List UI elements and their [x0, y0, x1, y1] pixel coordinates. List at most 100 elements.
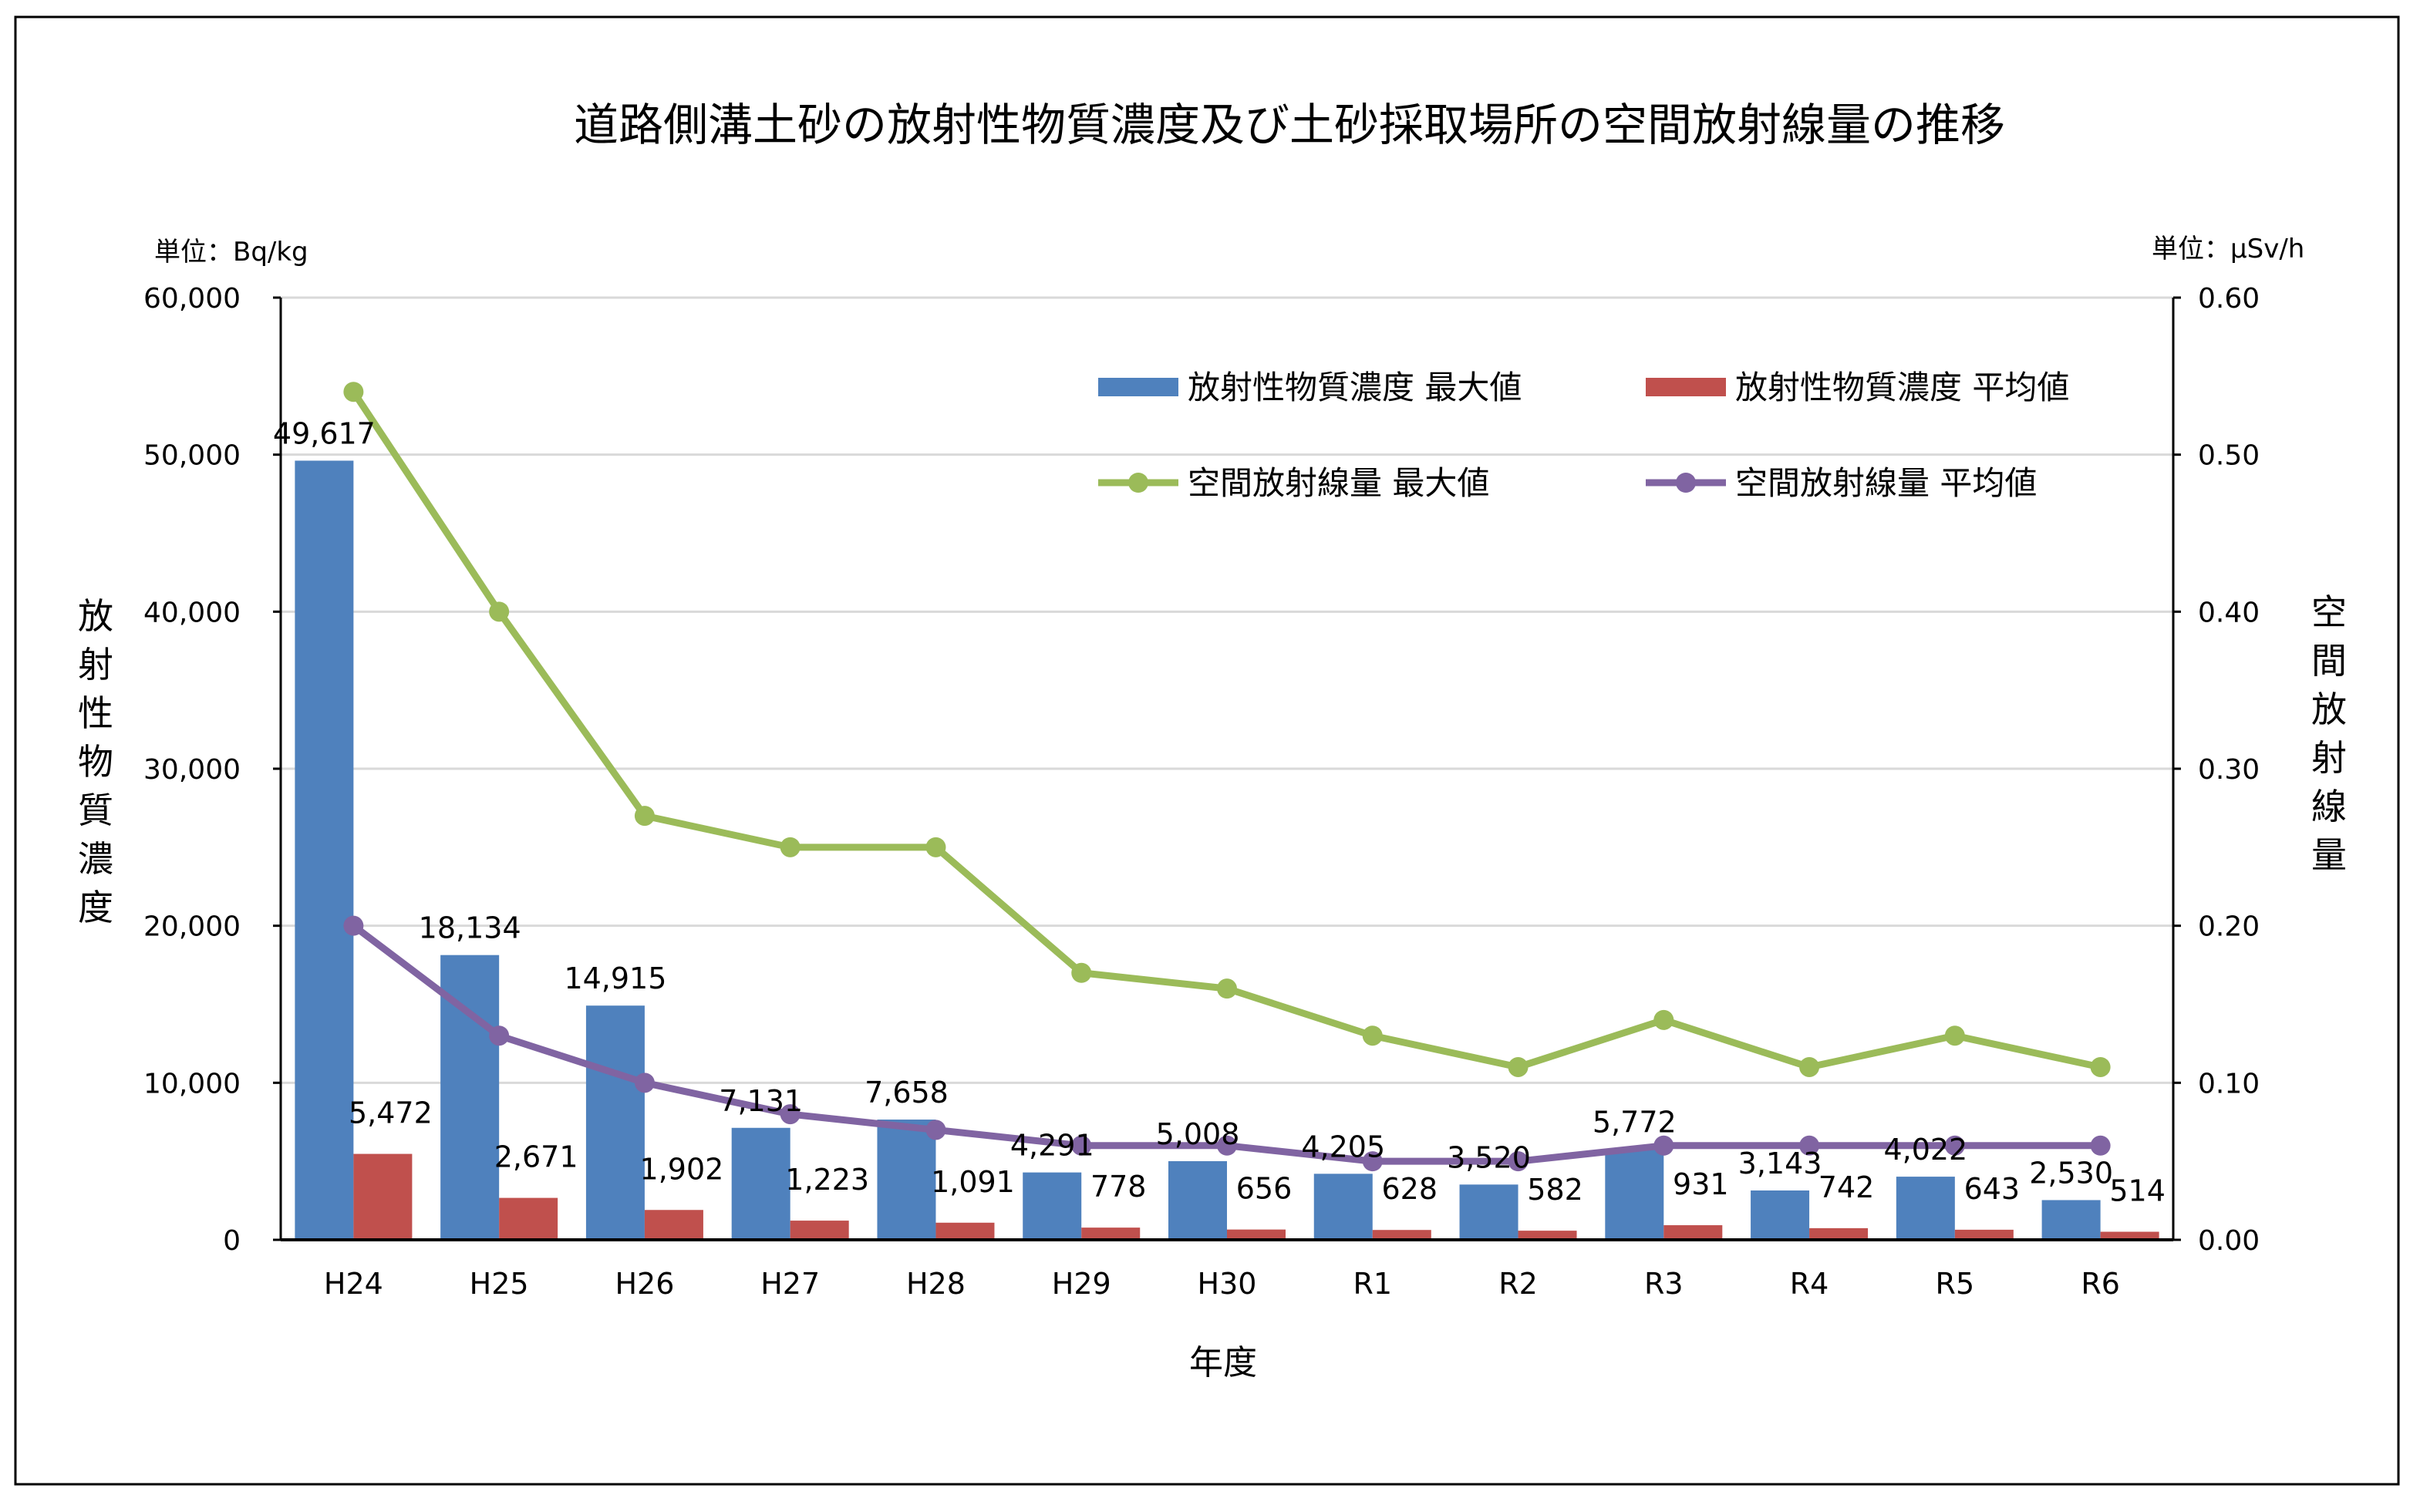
x-tick-label: H27	[760, 1267, 820, 1301]
point-dose-avg	[1944, 1135, 1965, 1156]
bar-max	[585, 1005, 645, 1240]
data-label-max: 3,143	[1738, 1147, 1822, 1180]
bar-avg	[1809, 1227, 1869, 1240]
point-dose-avg	[1362, 1151, 1383, 1172]
point-dose-avg	[1508, 1151, 1529, 1172]
y-axis-label-left-char: 放	[78, 595, 113, 637]
y-tick-label-right: 0.10	[2198, 1068, 2260, 1099]
bar-avg	[499, 1197, 558, 1240]
y-axis-label-left-char: 質	[78, 790, 113, 831]
y-axis-label-left-char: 射	[78, 644, 113, 685]
point-dose-max	[1799, 1056, 1820, 1077]
y-axis-label-right: 空間放射線量	[2311, 591, 2347, 876]
data-label-max: 5,008	[1156, 1117, 1240, 1151]
bar-avg	[935, 1222, 995, 1240]
data-label-avg: 778	[1090, 1170, 1147, 1204]
point-dose-max	[1508, 1056, 1529, 1077]
y-axis-label-left-char: 度	[78, 887, 113, 928]
y-tick-label-right: 0.20	[2198, 911, 2260, 943]
point-dose-max	[1362, 1025, 1383, 1046]
point-dose-max	[1653, 1009, 1674, 1030]
data-label-max: 14,915	[564, 961, 666, 995]
x-tick-label: H24	[324, 1267, 383, 1301]
y-tick-label-right: 0.00	[2198, 1225, 2260, 1257]
bar-max	[731, 1127, 790, 1240]
bar-avg	[1663, 1225, 1723, 1240]
point-dose-max	[634, 806, 655, 827]
data-label-avg: 582	[1527, 1173, 1583, 1207]
unit-right: 単位：μSv/h	[2152, 234, 2304, 264]
data-label-avg: 2,671	[494, 1140, 578, 1174]
bar-max	[1896, 1177, 1955, 1240]
x-tick-label: R4	[1790, 1267, 1829, 1301]
y-tick-label-left: 10,000	[143, 1068, 241, 1099]
bar-max	[1023, 1172, 1082, 1240]
bar-max	[877, 1120, 936, 1240]
y-axis-label-right-char: 線	[2311, 786, 2347, 827]
bar-avg	[644, 1210, 703, 1240]
data-label-max: 7,658	[865, 1076, 949, 1110]
y-tick-label-right: 0.40	[2198, 597, 2260, 628]
y-axis-label-left-char: 性	[78, 692, 113, 734]
point-dose-max	[343, 382, 364, 402]
point-dose-max	[2090, 1056, 2111, 1077]
data-label-avg: 742	[1818, 1170, 1875, 1204]
point-dose-max	[780, 837, 801, 857]
data-label-max: 4,205	[1301, 1130, 1385, 1163]
point-dose-avg	[1799, 1135, 1820, 1156]
bar-max	[2041, 1200, 2101, 1240]
data-label-max: 4,291	[1010, 1129, 1094, 1163]
point-dose-max	[1944, 1025, 1965, 1046]
x-tick-label: R1	[1353, 1267, 1392, 1301]
y-axis-label-left-char: 物	[78, 741, 113, 783]
data-label-avg: 628	[1382, 1172, 1438, 1206]
bar-avg	[353, 1153, 413, 1240]
legend-label: 放射性物質濃度 最大値	[1188, 369, 1522, 406]
y-tick-label-left: 40,000	[143, 597, 241, 628]
bar-max	[1168, 1161, 1227, 1240]
y-tick-label-left: 0	[223, 1225, 241, 1257]
legend-label: 放射性物質濃度 平均値	[1735, 369, 2069, 406]
data-label-avg: 656	[1236, 1172, 1293, 1206]
data-label-max: 18,134	[419, 911, 521, 945]
point-dose-avg	[1217, 1135, 1237, 1156]
point-dose-avg	[1071, 1135, 1092, 1156]
legend-label: 空間放射線量 最大値	[1188, 464, 1489, 502]
unit-left: 単位：Bq/kg	[154, 237, 308, 268]
legend-swatch	[1646, 378, 1726, 396]
y-axis-label-left-char: 濃	[78, 838, 113, 880]
y-tick-label-left: 50,000	[143, 440, 241, 472]
data-label-avg: 514	[2109, 1174, 2166, 1208]
y-tick-label-left: 60,000	[143, 283, 241, 315]
x-tick-label: H29	[1052, 1267, 1111, 1301]
data-label-avg: 1,091	[931, 1165, 1015, 1199]
bar-avg	[1372, 1230, 1431, 1240]
data-label-avg: 1,902	[640, 1152, 724, 1186]
point-dose-max	[489, 601, 510, 622]
bar-max	[1459, 1184, 1518, 1240]
data-label-max: 4,022	[1883, 1133, 1967, 1167]
y-tick-label-right: 0.60	[2198, 283, 2260, 315]
y-axis-label-right-char: 放	[2311, 689, 2347, 730]
y-tick-label-left: 30,000	[143, 754, 241, 786]
data-label-avg: 931	[1673, 1167, 1729, 1201]
point-dose-avg	[780, 1104, 801, 1125]
y-axis-label-right-char: 空	[2311, 591, 2347, 633]
data-label-max: 49,617	[273, 416, 376, 450]
data-label-max: 5,772	[1593, 1105, 1677, 1139]
x-tick-label: R5	[1936, 1267, 1975, 1301]
bar-max	[1751, 1190, 1810, 1240]
legend-marker	[1676, 473, 1696, 493]
data-label-max: 2,530	[2029, 1156, 2113, 1190]
x-tick-label: H28	[906, 1267, 966, 1301]
bar-avg	[2100, 1231, 2159, 1240]
point-dose-avg	[343, 915, 364, 936]
y-axis-label-right-char: 射	[2311, 737, 2347, 779]
data-label-avg: 643	[1964, 1172, 2021, 1206]
bar-avg	[1081, 1227, 1141, 1240]
x-tick-label: R3	[1644, 1267, 1684, 1301]
x-tick-label: H30	[1198, 1267, 1257, 1301]
point-dose-avg	[634, 1073, 655, 1093]
point-dose-max	[1217, 978, 1237, 999]
